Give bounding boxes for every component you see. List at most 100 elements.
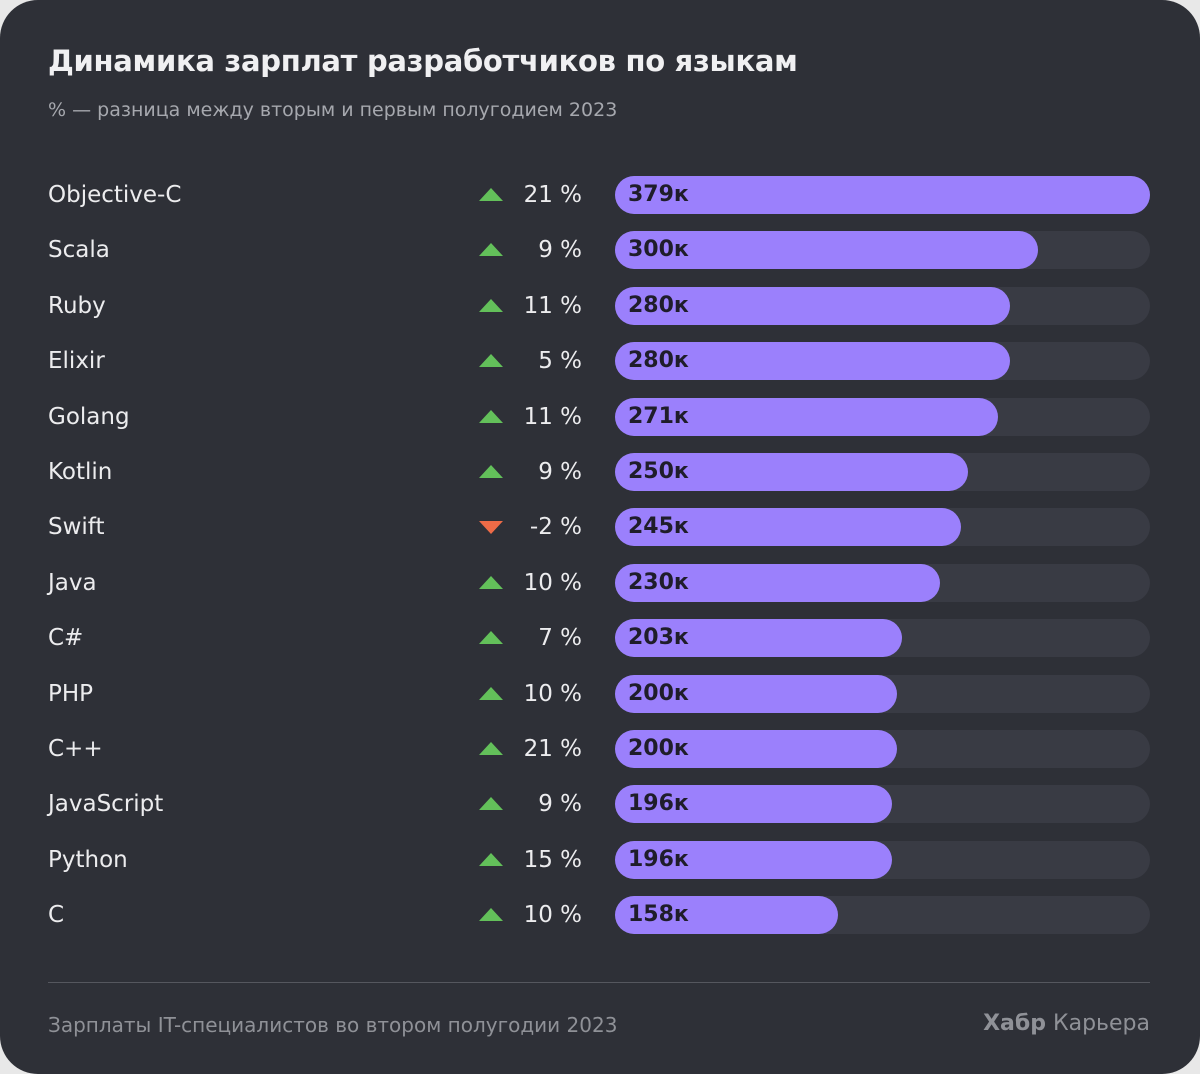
triangle-up-icon (479, 465, 503, 478)
triangle-down-icon (479, 521, 503, 535)
triangle-up-icon (479, 686, 503, 700)
change-label: 9 % (538, 791, 582, 818)
bar-row: PHP 10 % 200к (0, 674, 1200, 714)
bar-track: 200к (615, 730, 1150, 768)
value-label: 280к (628, 348, 689, 374)
bar-row: Scala 9 % 300к (0, 230, 1200, 270)
bar-row: C# 7 % 203к (0, 618, 1200, 658)
change-label: 10 % (523, 569, 582, 596)
bar-track: 196к (615, 840, 1150, 879)
bar (615, 840, 892, 879)
value-label: 280к (628, 292, 689, 318)
value-label: 271к (628, 403, 689, 429)
category-label: Scala (48, 237, 110, 264)
triangle-up-icon (479, 354, 503, 368)
triangle-up-icon (479, 298, 503, 312)
bar-track: 245к (615, 508, 1150, 547)
bar (615, 785, 892, 824)
value-label: 196к (628, 791, 689, 817)
bar (615, 231, 1039, 270)
change-label: 9 % (538, 237, 582, 264)
category-label: Elixir (48, 348, 105, 375)
bar (615, 176, 1150, 214)
triangle-up-icon (479, 631, 503, 645)
triangle-up-icon (479, 908, 503, 922)
value-label: 250к (628, 459, 689, 484)
bar-track: 200к (615, 674, 1150, 713)
value-label: 200к (628, 736, 689, 761)
bar (615, 453, 968, 491)
footer-source: Зарплаты IT-специалистов во втором полуг… (48, 1013, 618, 1037)
bar-row: Elixir 5 % 280к (0, 341, 1200, 381)
change-label: 11 % (523, 403, 582, 430)
change-label: 10 % (523, 680, 582, 707)
value-label: 300к (628, 237, 689, 263)
bar-track: 158к (615, 896, 1150, 935)
category-label: C++ (48, 736, 103, 762)
triangle-up-icon (479, 188, 503, 201)
bar (615, 896, 839, 935)
divider (48, 982, 1150, 983)
change-label: 7 % (538, 625, 582, 652)
triangle-up-icon (479, 243, 503, 257)
category-label: Swift (48, 514, 105, 541)
category-label: Java (48, 569, 97, 596)
category-label: JavaScript (48, 791, 164, 818)
bar (615, 563, 940, 602)
bar-track: 280к (615, 286, 1150, 325)
category-label: PHP (48, 680, 94, 707)
brand-bold: Хабр (983, 1011, 1046, 1036)
triangle-up-icon (479, 852, 503, 866)
category-label: C# (48, 625, 84, 652)
bar-track: 250к (615, 453, 1150, 491)
bar-row: Java 10 % 230к (0, 563, 1200, 603)
bar-row: Swift -2 % 245к (0, 507, 1200, 547)
triangle-up-icon (479, 409, 503, 423)
triangle-up-icon (479, 742, 503, 755)
value-label: 245к (628, 514, 689, 540)
bar-track: 379к (615, 176, 1150, 214)
bar-track: 300к (615, 231, 1150, 270)
bar-row: Ruby 11 % 280к (0, 286, 1200, 326)
bar-row: C 10 % 158к (0, 895, 1200, 935)
bar-track: 271к (615, 397, 1150, 436)
chart-title: Динамика зарплат разработчиков по языкам (48, 44, 798, 78)
category-label: Ruby (48, 292, 106, 319)
triangle-up-icon (479, 797, 503, 811)
bar (615, 619, 902, 658)
value-label: 379к (628, 182, 689, 207)
bar-row: Objective-C 21 % 379к (0, 175, 1200, 215)
bar-row: C++ 21 % 200к (0, 729, 1200, 769)
change-label: 9 % (538, 459, 582, 485)
triangle-up-icon (479, 575, 503, 589)
category-label: Python (48, 846, 128, 873)
change-label: 21 % (523, 182, 582, 208)
brand-rest: Карьера (1052, 1011, 1150, 1036)
bar-row: Golang 11 % 271к (0, 397, 1200, 437)
change-label: 11 % (523, 292, 582, 319)
value-label: 200к (628, 680, 689, 706)
change-label: 15 % (523, 846, 582, 873)
change-label: 21 % (523, 736, 582, 762)
category-label: Kotlin (48, 459, 113, 485)
bar-row: Python 15 % 196к (0, 840, 1200, 880)
value-label: 196к (628, 846, 689, 872)
category-label: Golang (48, 403, 130, 430)
bar-track: 230к (615, 563, 1150, 602)
bar (615, 342, 1011, 381)
bar-track: 196к (615, 785, 1150, 824)
bar-track: 203к (615, 619, 1150, 658)
chart-subtitle: % — разница между вторым и первым полуго… (48, 99, 618, 121)
value-label: 203к (628, 625, 689, 651)
category-label: Objective-C (48, 182, 182, 208)
bar (615, 674, 898, 713)
value-label: 158к (628, 902, 689, 928)
change-label: 10 % (523, 902, 582, 929)
bar-row: Kotlin 9 % 250к (0, 452, 1200, 492)
bar (615, 508, 961, 547)
category-label: C (48, 902, 65, 929)
bar (615, 730, 898, 768)
change-label: 5 % (538, 348, 582, 375)
change-label: -2 % (529, 514, 582, 541)
